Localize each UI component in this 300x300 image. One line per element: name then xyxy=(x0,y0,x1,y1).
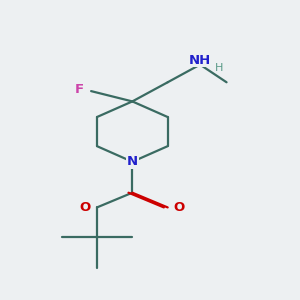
Text: NH: NH xyxy=(189,54,211,67)
Text: H: H xyxy=(215,63,224,73)
Text: O: O xyxy=(80,201,91,214)
Text: N: N xyxy=(127,155,138,168)
Text: O: O xyxy=(174,201,185,214)
Text: F: F xyxy=(75,83,84,96)
